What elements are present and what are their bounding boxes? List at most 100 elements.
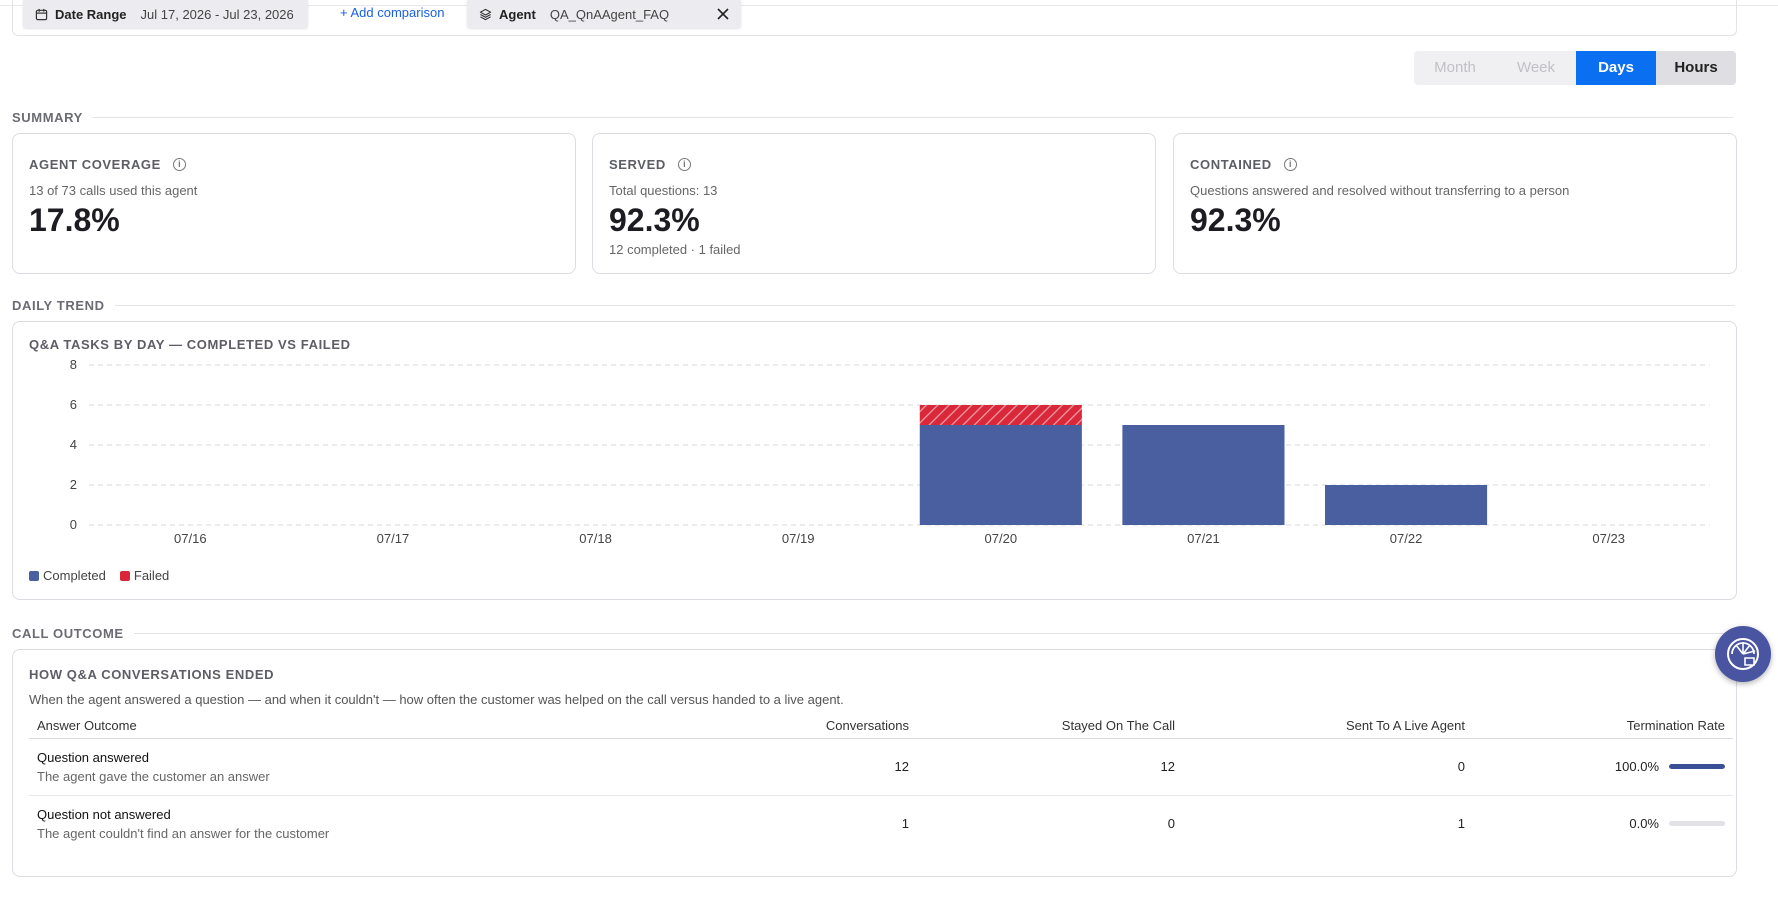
x-tick-label: 07/23	[1592, 531, 1625, 546]
contained-card: CONTAINED i Questions answered and resolv…	[1173, 133, 1737, 274]
termination-rate-value: 100.0%	[1614, 759, 1659, 774]
termination-rate-cell: 0.0%	[1473, 795, 1733, 852]
chart-legend: Completed Failed	[29, 568, 183, 583]
agent-filter-label: Agent	[499, 6, 536, 22]
legend-label-completed: Completed	[43, 568, 106, 583]
call-outcome-card: HOW Q&A CONVERSATIONS ENDED When the age…	[12, 649, 1737, 877]
card-label: SERVED i	[609, 157, 691, 172]
daily-trend-heading: DAILY TREND	[12, 298, 105, 313]
sent-cell: 0	[1183, 738, 1473, 796]
x-tick-label: 07/22	[1390, 531, 1423, 546]
y-tick-label: 4	[70, 437, 77, 452]
call-outcome-section-title: CALL OUTCOME	[12, 626, 1744, 641]
card-footer: 12 completed · 1 failed	[609, 242, 741, 257]
y-tick-label: 0	[70, 517, 77, 532]
close-icon[interactable]	[717, 5, 729, 23]
card-value: 92.3%	[1190, 202, 1281, 238]
date-range-value: Jul 17, 2026 - Jul 23, 2026	[140, 6, 294, 22]
add-comparison-link[interactable]: + Add comparison	[340, 5, 445, 20]
card-label-text: SERVED	[609, 157, 666, 172]
outcome-description: When the agent answered a question — and…	[29, 692, 844, 707]
y-tick-label: 6	[70, 397, 77, 412]
assistant-button[interactable]	[1715, 626, 1771, 682]
outcome-cell: Question not answered The agent couldn't…	[29, 795, 697, 852]
card-subtitle: 13 of 73 calls used this agent	[29, 183, 198, 198]
summary-heading: SUMMARY	[12, 110, 83, 125]
summary-section-title: SUMMARY	[12, 110, 1733, 125]
served-card: SERVED i Total questions: 13 92.3% 12 com…	[592, 133, 1156, 274]
termination-rate: 100.0%	[1615, 759, 1725, 774]
outcome-name: Question not answered	[37, 806, 171, 822]
daily-trend-card: 0 2 4 6 8 07/16 07/17 07/18 07/19 07/20 07/21 07/22…	[12, 321, 1737, 600]
x-tick-label: 07/21	[1187, 531, 1220, 546]
top-divider	[0, 5, 1778, 6]
card-subtitle: Questions answered and resolved without …	[1190, 183, 1570, 198]
agent-filter-value: QA_QnAAgent_FAQ	[549, 6, 670, 22]
bar-completed	[919, 425, 1082, 525]
column-header[interactable]: Sent To A Live Agent	[1183, 714, 1473, 739]
x-tick-label: 07/19	[782, 531, 815, 546]
layers-icon	[479, 8, 492, 20]
legend-item-failed[interactable]: Failed	[119, 568, 170, 583]
info-icon[interactable]: i	[1283, 158, 1297, 171]
termination-rate-fill	[1669, 764, 1725, 769]
granularity-month[interactable]: Month	[1434, 59, 1476, 76]
bar-completed	[1122, 425, 1285, 525]
outcome-subtitle: The agent couldn't find an answer for th…	[37, 825, 330, 841]
section-divider	[114, 305, 1735, 306]
termination-rate-value: 0.0%	[1629, 816, 1659, 832]
granularity-week[interactable]: Week	[1516, 59, 1556, 76]
filter-bar: Date Range Jul 17, 2026 - Jul 23, 2026 +…	[12, 0, 1737, 36]
calendar-icon	[35, 8, 48, 20]
x-tick-label: 07/18	[579, 531, 612, 546]
chart-title: Q&A TASKS BY DAY — COMPLETED VS FAILED	[29, 337, 351, 352]
stayed-cell: 12	[917, 738, 1183, 796]
table-header-row: Answer Outcome Conversations Stayed On T…	[29, 714, 1733, 739]
date-range-filter[interactable]: Date Range Jul 17, 2026 - Jul 23, 2026	[23, 0, 308, 28]
granularity-toggle: Month Week Days Hours	[1414, 51, 1736, 85]
y-tick-label: 8	[70, 357, 77, 372]
termination-rate: 0.0%	[1629, 816, 1725, 831]
info-icon[interactable]: i	[172, 158, 186, 171]
call-outcome-heading: CALL OUTCOME	[12, 626, 124, 641]
table-row[interactable]: Question answered The agent gave the cus…	[29, 738, 1733, 796]
date-range-label: Date Range	[55, 6, 127, 22]
x-tick-label: 07/20	[985, 531, 1018, 546]
termination-rate-bar	[1669, 764, 1725, 769]
daily-trend-section-title: DAILY TREND	[12, 298, 1735, 313]
y-tick-label: 2	[70, 477, 77, 492]
outcome-name: Question answered	[37, 749, 150, 765]
table-row[interactable]: Question not answered The agent couldn't…	[29, 795, 1733, 852]
agent-filter[interactable]: Agent QA_QnAAgent_FAQ	[467, 0, 741, 28]
bar-failed	[919, 405, 1082, 425]
sent-cell: 1	[1457, 816, 1465, 832]
column-header[interactable]: Stayed On The Call	[917, 714, 1183, 739]
agent-coverage-card: AGENT COVERAGE i 13 of 73 calls used this…	[12, 133, 576, 274]
legend-label-failed: Failed	[133, 568, 170, 583]
card-value: 92.3%	[609, 202, 700, 238]
x-tick-label: 07/16	[174, 531, 207, 546]
card-label: CONTAINED i	[1190, 157, 1297, 172]
info-icon[interactable]: i	[677, 158, 691, 171]
legend-swatch-completed	[29, 570, 39, 581]
card-label-text: CONTAINED	[1190, 157, 1272, 172]
column-header[interactable]: Termination Rate	[1473, 714, 1733, 739]
bar-completed	[1325, 485, 1488, 525]
granularity-days[interactable]: Days	[1576, 51, 1656, 85]
outcome-title: HOW Q&A CONVERSATIONS ENDED	[29, 667, 275, 682]
outcome-cell: Question answered The agent gave the cus…	[29, 738, 697, 796]
outcome-subtitle: The agent gave the customer an answer	[37, 768, 270, 784]
outcome-table: Answer Outcome Conversations Stayed On T…	[29, 714, 1733, 852]
legend-swatch-failed	[119, 570, 130, 581]
legend-item-completed[interactable]: Completed	[29, 568, 106, 583]
column-header[interactable]: Answer Outcome	[29, 714, 697, 739]
column-header[interactable]: Conversations	[697, 714, 917, 739]
termination-rate-bar	[1669, 821, 1725, 827]
conversations-cell: 1	[901, 816, 909, 832]
daily-trend-chart: 0 2 4 6 8 07/16 07/17 07/18 07/19 07/20 07/21 07/22…	[70, 357, 1710, 546]
card-label-text: AGENT COVERAGE	[29, 157, 161, 172]
card-value: 17.8%	[29, 202, 120, 238]
granularity-hours[interactable]: Hours	[1656, 51, 1736, 85]
assistant-icon	[1727, 638, 1759, 670]
x-tick-label: 07/17	[377, 531, 410, 546]
